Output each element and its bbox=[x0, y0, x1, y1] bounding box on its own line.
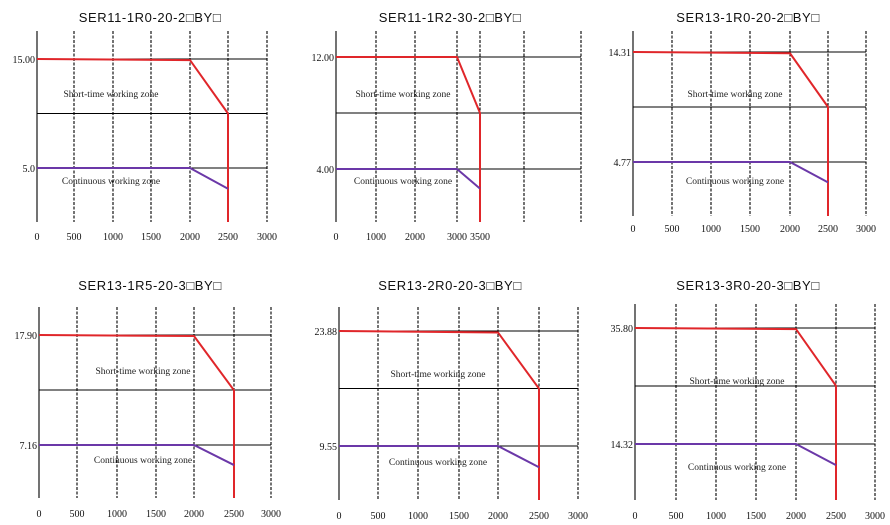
x-tick-label: 1500 bbox=[141, 232, 161, 243]
x-tick-label: 500 bbox=[669, 511, 684, 522]
continuous-curve bbox=[635, 443, 837, 467]
x-tick-label: 3000 bbox=[856, 224, 876, 235]
x-tick-label: 2500 bbox=[529, 511, 549, 522]
short-time-zone-label: Short-time working zone bbox=[391, 370, 486, 380]
chart-title: SER11-1R2-30-2□BY□ bbox=[379, 10, 522, 25]
x-tick-label: 2000 bbox=[184, 509, 204, 520]
x-tick-label: 1000 bbox=[701, 224, 721, 235]
chart-title: SER13-1R5-20-3□BY□ bbox=[78, 278, 222, 293]
continuous-zone-label: Continuous working zone bbox=[389, 458, 487, 468]
x-tick-label: 2500 bbox=[218, 232, 238, 243]
y-tick-label: 15.00 bbox=[13, 55, 36, 66]
x-tick-label: 3000 bbox=[447, 232, 467, 243]
short-time-curve bbox=[634, 327, 837, 500]
short-time-curve bbox=[38, 334, 235, 498]
x-tick-label: 500 bbox=[70, 509, 85, 520]
chart-5: SER13-2R0-20-3□BY□ 0 500 1000 1500 2000 2500 30… bbox=[315, 278, 589, 522]
short-time-zone-label: Short-time working zone bbox=[96, 367, 191, 377]
y-tick-label: 12.00 bbox=[312, 53, 335, 64]
y-tick-label: 7.16 bbox=[20, 441, 38, 452]
x-tick-label: 2000 bbox=[405, 232, 425, 243]
y-tick-label: 23.88 bbox=[315, 327, 338, 338]
y-tick-label: 14.32 bbox=[611, 440, 634, 451]
chart-1: SER11-1R0-20-2□BY□ 0 500 1000 1500 2000 2500 30… bbox=[13, 10, 278, 243]
short-time-zone-label: Short-time working zone bbox=[690, 377, 785, 387]
x-tick-label: 500 bbox=[67, 232, 82, 243]
short-time-curve bbox=[336, 56, 481, 222]
chart-6: SER13-3R0-20-3□BY□ 0 500 1000 1500 2000 2500 30… bbox=[611, 278, 886, 522]
continuous-zone-label: Continuous working zone bbox=[62, 177, 160, 187]
continuous-curve bbox=[37, 167, 229, 190]
continuous-zone-label: Continuous working zone bbox=[688, 463, 786, 473]
x-tick-label: 0 bbox=[37, 509, 42, 520]
x-tick-label: 1500 bbox=[746, 511, 766, 522]
x-tick-label: 1000 bbox=[107, 509, 127, 520]
x-tick-label: 500 bbox=[665, 224, 680, 235]
x-tick-label: 1500 bbox=[449, 511, 469, 522]
x-tick-label: 3000 bbox=[865, 511, 885, 522]
x-tick-label: 2500 bbox=[818, 224, 838, 235]
continuous-zone-label: Continuous working zone bbox=[686, 177, 784, 187]
short-time-zone-label: Short-time working zone bbox=[688, 90, 783, 100]
x-tick-label: 1000 bbox=[366, 232, 386, 243]
x-tick-label: 0 bbox=[35, 232, 40, 243]
x-tick-label: 0 bbox=[337, 511, 342, 522]
x-tick-label: 2500 bbox=[826, 511, 846, 522]
y-tick-label: 9.55 bbox=[320, 442, 338, 453]
continuous-curve bbox=[336, 168, 481, 190]
continuous-zone-label: Continuous working zone bbox=[354, 177, 452, 187]
x-tick-label: 0 bbox=[631, 224, 636, 235]
y-tick-label: 14.31 bbox=[609, 48, 632, 59]
x-tick-label: 2000 bbox=[180, 232, 200, 243]
short-time-zone-label: Short-time working zone bbox=[356, 90, 451, 100]
y-tick-label: 4.77 bbox=[614, 158, 632, 169]
y-tick-label: 4.00 bbox=[317, 165, 335, 176]
x-tick-label: 1000 bbox=[706, 511, 726, 522]
short-time-curve bbox=[36, 58, 229, 222]
y-tick-label: 35.80 bbox=[611, 324, 634, 335]
short-time-curve bbox=[338, 330, 540, 500]
x-tick-label: 3000 bbox=[568, 511, 588, 522]
x-tick-label: 3500 bbox=[470, 232, 490, 243]
chart-title: SER13-2R0-20-3□BY□ bbox=[378, 278, 522, 293]
x-tick-label: 1500 bbox=[146, 509, 166, 520]
short-time-zone-label: Short-time working zone bbox=[64, 90, 159, 100]
x-tick-label: 2000 bbox=[786, 511, 806, 522]
x-tick-label: 0 bbox=[633, 511, 638, 522]
chart-4: SER13-1R5-20-3□BY□ 0 500 1000 1500 2000 2500 30… bbox=[15, 278, 282, 520]
x-tick-label: 1500 bbox=[740, 224, 760, 235]
chart-3: SER13-1R0-20-2□BY□ 0 500 1000 1500 2000 2500 30… bbox=[609, 10, 877, 235]
y-tick-label: 5.0 bbox=[23, 164, 36, 175]
x-tick-label: 2000 bbox=[488, 511, 508, 522]
x-tick-label: 2500 bbox=[224, 509, 244, 520]
x-tick-label: 3000 bbox=[257, 232, 277, 243]
chart-title: SER13-1R0-20-2□BY□ bbox=[676, 10, 820, 25]
x-tick-label: 0 bbox=[334, 232, 339, 243]
x-tick-label: 1000 bbox=[103, 232, 123, 243]
continuous-curve bbox=[633, 161, 829, 184]
y-tick-label: 17.90 bbox=[15, 331, 38, 342]
x-tick-label: 500 bbox=[371, 511, 386, 522]
short-time-curve bbox=[632, 51, 829, 216]
x-tick-label: 3000 bbox=[261, 509, 281, 520]
chart-2: SER11-1R2-30-2□BY□ 0 1000 2000 3000 3500 12.00… bbox=[312, 10, 582, 243]
chart-title: SER11-1R0-20-2□BY□ bbox=[79, 10, 222, 25]
continuous-curve bbox=[339, 445, 540, 469]
continuous-curve bbox=[39, 444, 235, 466]
x-tick-label: 1000 bbox=[408, 511, 428, 522]
continuous-zone-label: Continuous working zone bbox=[94, 456, 192, 466]
x-tick-label: 2000 bbox=[780, 224, 800, 235]
chart-title: SER13-3R0-20-3□BY□ bbox=[676, 278, 820, 293]
